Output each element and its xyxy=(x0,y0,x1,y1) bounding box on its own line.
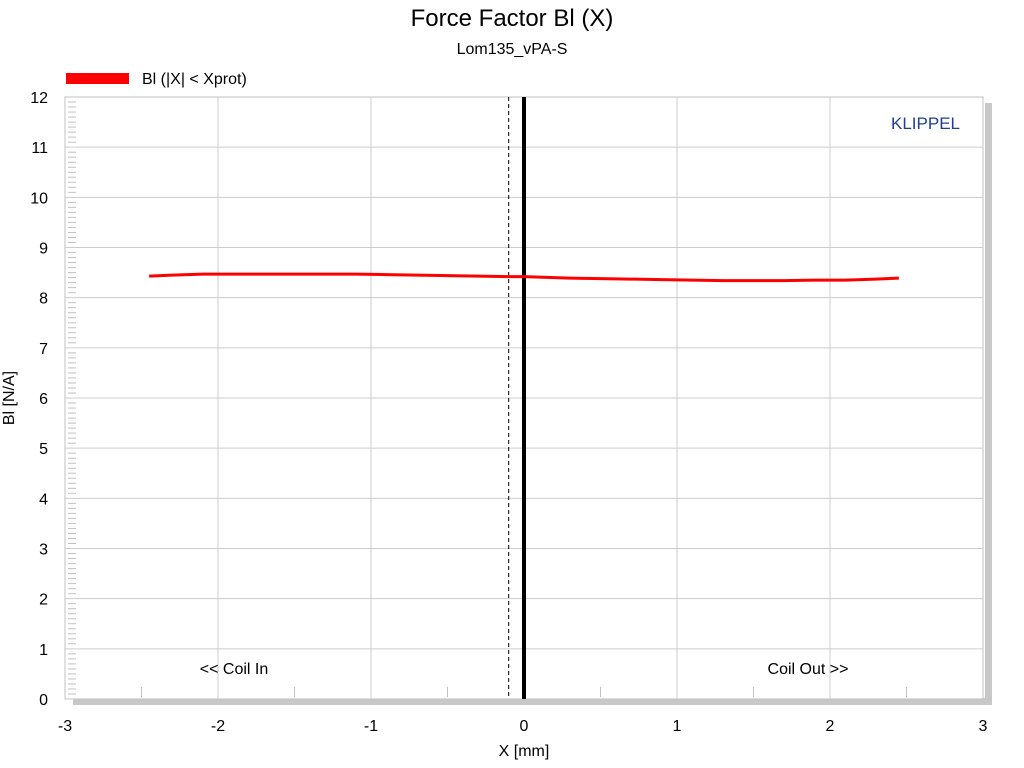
bl-series-line xyxy=(149,272,899,283)
chart-subtitle: Lom135_vPA-S xyxy=(457,41,568,58)
y-tick-label: 5 xyxy=(39,441,48,458)
legend: Bl (|X| < Xprot) xyxy=(66,71,247,88)
x-tick-label: 3 xyxy=(979,718,988,735)
legend-swatch xyxy=(66,73,129,84)
y-axis-label: Bl [N/A] xyxy=(1,371,18,425)
y-tick-label: 0 xyxy=(39,692,48,709)
x-tick-label: -2 xyxy=(211,718,225,735)
y-tick-label: 1 xyxy=(39,642,48,659)
chart-title: Force Factor Bl (X) xyxy=(411,5,614,32)
marker-lines xyxy=(508,97,526,699)
y-tick-label: 6 xyxy=(39,391,48,408)
y-tick-label: 10 xyxy=(30,190,48,207)
plot-shadow-bottom xyxy=(73,698,992,705)
klippel-brand: KLIPPEL xyxy=(891,114,960,133)
y-tick-label: 4 xyxy=(39,491,48,508)
x-tick-label: -3 xyxy=(58,718,72,735)
y-tick-label: 8 xyxy=(39,291,48,308)
x-tick-label: 2 xyxy=(826,718,835,735)
x-tick-label: -1 xyxy=(364,718,378,735)
coil-in-label: << Coil In xyxy=(200,661,268,678)
x-minor-ticks xyxy=(141,687,907,697)
coil-out-label: Coil Out >> xyxy=(768,661,849,678)
x-axis-label: X [mm] xyxy=(499,743,550,760)
x-tick-label: 1 xyxy=(673,718,682,735)
plot-shadow-right xyxy=(985,103,992,705)
x-tick-label: 0 xyxy=(520,718,529,735)
x-tick-labels: -3 -2 -1 0 1 2 3 xyxy=(58,718,988,735)
y-tick-label: 2 xyxy=(39,592,48,609)
y-tick-label: 9 xyxy=(39,241,48,258)
y-minor-ticks xyxy=(68,101,76,695)
series-layer xyxy=(149,272,899,283)
legend-label: Bl (|X| < Xprot) xyxy=(142,71,247,88)
y-tick-label: 11 xyxy=(31,140,48,157)
y-tick-label: 3 xyxy=(39,542,48,559)
y-tick-label: 12 xyxy=(30,90,48,107)
y-tick-label: 7 xyxy=(39,341,48,358)
